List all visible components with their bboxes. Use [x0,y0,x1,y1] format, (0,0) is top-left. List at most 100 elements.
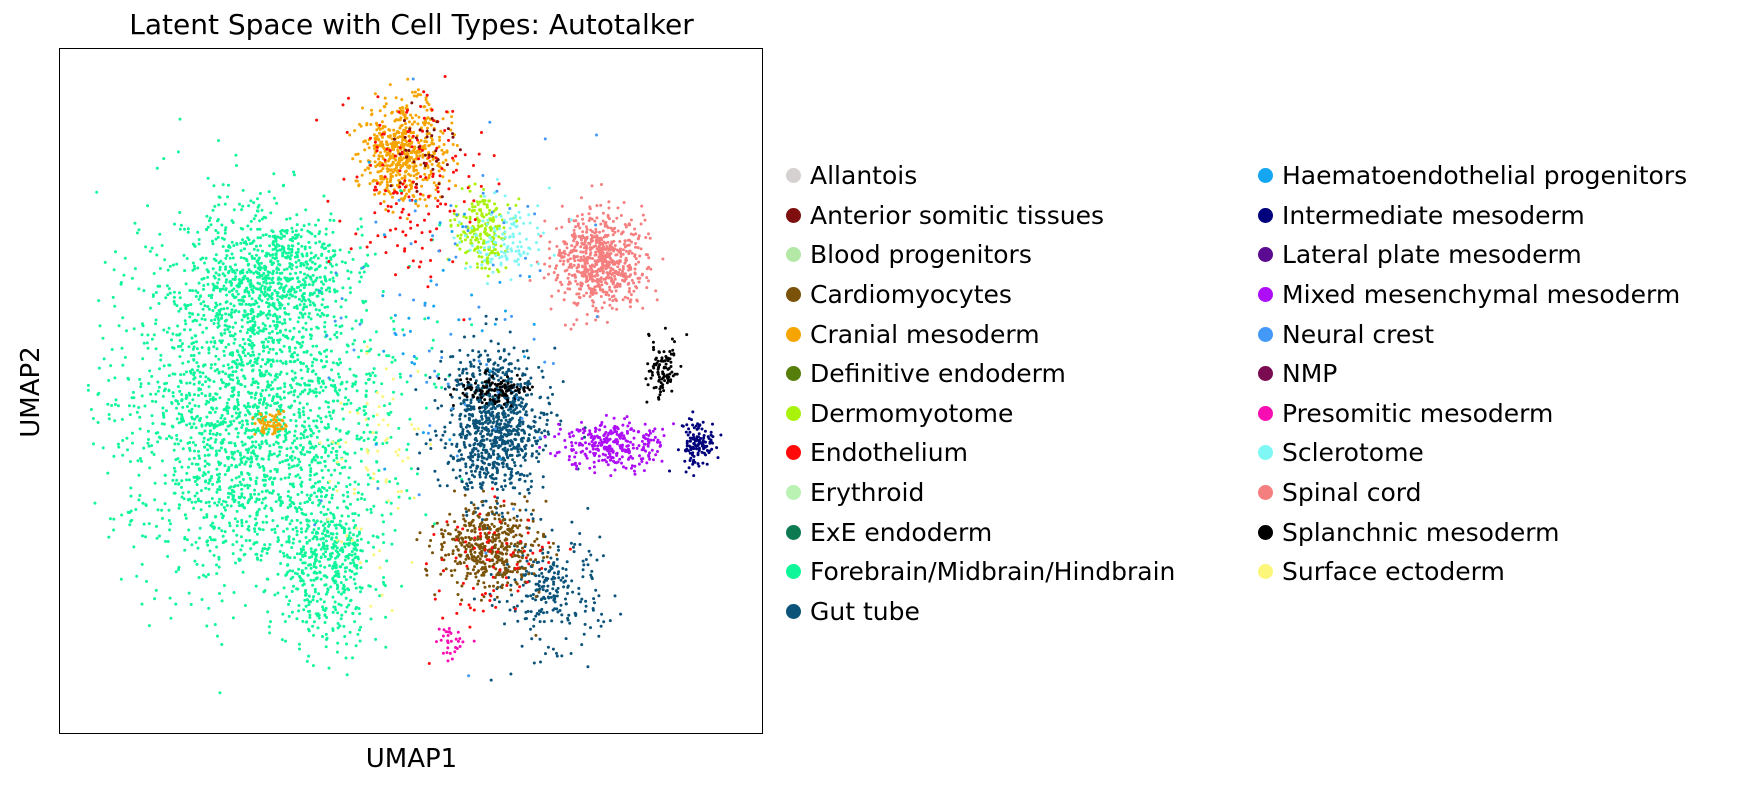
data-point [204,375,208,379]
data-point [338,565,342,569]
data-point [185,405,189,408]
data-point [218,268,222,272]
data-point [454,184,458,188]
data-point [120,346,124,350]
data-point [570,244,574,248]
data-point [377,154,381,158]
data-point [120,417,124,421]
data-point [495,470,499,474]
data-point [229,302,233,306]
data-point [404,152,408,156]
data-point [311,344,315,348]
data-point [566,276,570,280]
data-point [220,529,224,533]
data-point [107,379,111,382]
data-point [613,277,617,281]
data-point [271,358,275,362]
data-point [394,173,398,177]
data-point [198,418,201,422]
data-point [187,409,191,413]
data-point [405,448,409,452]
data-point [285,293,289,297]
data-point [259,261,263,265]
data-point [330,368,334,372]
data-point [199,508,203,512]
data-point [381,532,385,536]
data-point [307,416,310,420]
data-point [427,176,431,180]
data-point [89,408,93,411]
data-point [287,277,291,281]
data-point [244,448,248,452]
data-point [301,561,305,565]
data-point [330,493,334,497]
data-point [601,261,605,265]
data-point [333,574,337,578]
data-point [313,590,317,594]
data-point [430,142,434,146]
data-point [404,126,408,130]
data-point [385,142,389,146]
data-point [208,535,212,539]
data-point [239,460,243,463]
data-point [630,240,633,244]
data-point [292,439,296,443]
data-point [299,521,303,525]
data-point [377,469,381,472]
data-point [364,393,368,397]
data-point [433,196,437,200]
data-point [278,348,282,352]
data-point [302,436,306,440]
data-point [109,364,113,368]
data-point [281,322,284,326]
data-point [221,381,225,385]
data-point [303,598,307,602]
data-point [305,305,309,309]
data-point [205,340,209,344]
data-point [236,379,240,383]
data-point [258,268,262,272]
data-point [324,415,328,419]
data-point [317,218,320,222]
data-point [319,564,323,568]
data-point [229,394,233,398]
data-point [552,271,556,274]
data-point [476,429,480,433]
data-point [255,271,259,275]
data-point [250,429,254,433]
data-point [336,506,339,510]
data-point [188,441,192,444]
data-point [221,287,225,291]
data-point [283,306,287,310]
data-point [304,536,308,539]
data-point [275,394,279,398]
data-point [276,387,280,391]
data-point [599,222,603,226]
data-point [158,284,162,288]
data-point [207,348,211,352]
data-point [201,330,205,334]
data-point [497,411,500,415]
data-point [327,286,331,290]
data-point [218,497,222,501]
data-point [236,484,240,487]
data-point [412,94,416,98]
data-point [258,329,262,333]
data-point [172,473,176,477]
data-point [582,255,586,258]
data-point [554,266,558,270]
data-point [197,454,201,458]
data-point [356,491,360,495]
data-point [249,478,253,481]
data-point [389,316,393,320]
data-point [307,594,311,598]
data-point [489,447,493,451]
data-point [226,249,230,253]
data-point [241,478,245,481]
data-point [303,388,307,392]
data-point [300,569,304,573]
data-point [368,182,372,186]
data-point [407,134,411,138]
data-point [329,262,332,266]
data-point [237,559,241,562]
